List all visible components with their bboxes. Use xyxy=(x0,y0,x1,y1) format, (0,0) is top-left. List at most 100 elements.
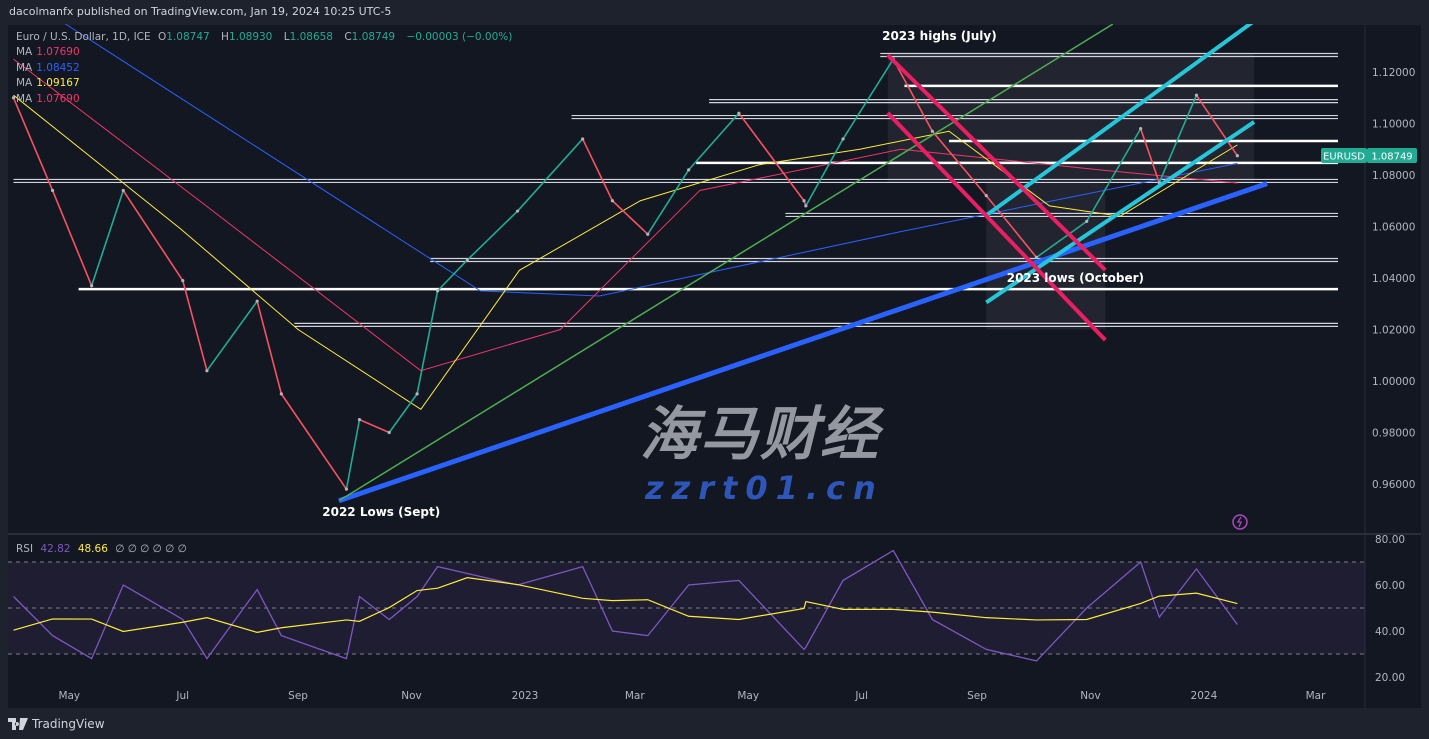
price-point xyxy=(687,168,691,172)
price-point xyxy=(646,232,650,236)
close-label: C xyxy=(344,31,352,43)
price-tick-label: 1.08000 xyxy=(1372,170,1415,182)
price-axis[interactable]: 1.12000 1.10000 1.08000 1.06000 1.04000 1.020… xyxy=(1372,67,1415,491)
price-segment xyxy=(1158,94,1198,184)
symbol-legend[interactable]: Euro / U.S. Dollar, 1D, ICE O1.08747 H1.… xyxy=(16,31,516,43)
rsi-tick-label: 80.00 xyxy=(1375,534,1405,546)
price-point xyxy=(610,199,615,203)
time-tick-label: 2024 xyxy=(1191,690,1218,702)
low-label: L xyxy=(283,31,290,43)
time-axis[interactable]: May Jul Sep Nov 2023 Mar May Jul Sep Nov 2024 Mar xyxy=(58,690,1326,702)
trendline xyxy=(886,111,1107,342)
rsi-line xyxy=(13,549,1238,662)
price-tick-label: 1.10000 xyxy=(1372,119,1415,131)
rsi-value: 42.82 xyxy=(40,543,71,555)
price-segment xyxy=(1139,128,1161,183)
price-tag: EURUSD 1.08749 xyxy=(1321,148,1417,163)
ma-legend-item[interactable]: MA 1.07690 xyxy=(16,46,84,58)
price-point xyxy=(515,209,520,213)
price-segment xyxy=(256,300,283,395)
open-label: O xyxy=(158,31,167,43)
price-segment xyxy=(611,200,649,235)
price-segment xyxy=(931,130,987,197)
ma-legend-item[interactable]: MA 1.09167 xyxy=(16,77,84,89)
trendline xyxy=(985,120,1256,305)
time-tick-label: Sep xyxy=(288,690,308,702)
time-tick-label: May xyxy=(58,690,80,702)
moving-average-line xyxy=(13,94,1238,411)
annotations: 2023 highs (July) 2023 lows (October) 2022… xyxy=(322,29,1144,519)
symbol-name: Euro / U.S. Dollar, 1D, ICE xyxy=(16,31,151,43)
change-value: −0.00003 (−0.00%) xyxy=(406,31,513,43)
price-point xyxy=(465,258,469,262)
rsi-label: RSI xyxy=(16,543,34,555)
price-segment xyxy=(122,190,184,282)
rsi-ma-line xyxy=(13,577,1238,633)
rsi-extras: ∅ ∅ ∅ ∅ ∅ ∅ xyxy=(115,543,187,555)
price-point xyxy=(802,199,806,203)
price-segment xyxy=(437,259,468,292)
price-point xyxy=(415,392,419,396)
price-segment xyxy=(647,169,690,235)
price-point xyxy=(357,418,362,422)
ma-legend-item[interactable]: MA 1.08452 xyxy=(16,62,84,74)
ma-legend-item[interactable]: MA 1.07690 xyxy=(16,93,84,105)
time-tick-label: 2023 xyxy=(512,690,539,702)
price-segment xyxy=(985,195,1038,258)
price-point xyxy=(205,369,209,373)
tradingview-brand: TradingView xyxy=(32,717,105,731)
ma-label: MA xyxy=(16,46,33,58)
price-point xyxy=(1194,93,1199,97)
annotation-label: 2022 Lows (Sept) xyxy=(322,505,440,519)
price-point xyxy=(804,204,808,208)
price-tick-label: 1.00000 xyxy=(1372,376,1415,388)
price-point xyxy=(984,194,988,198)
price-tag-value: 1.08749 xyxy=(1371,152,1412,163)
rsi-pane: 80.00 60.00 40.00 20.00 xyxy=(8,534,1405,684)
price-point xyxy=(1235,154,1239,158)
moving-average-line xyxy=(59,20,1238,297)
high-label: H xyxy=(221,31,229,43)
price-segment xyxy=(51,190,93,287)
open-value: 1.08747 xyxy=(166,31,210,43)
price-point xyxy=(435,289,440,293)
price-point xyxy=(121,188,125,193)
trendlines[interactable] xyxy=(338,19,1268,504)
time-tick-label: Mar xyxy=(625,690,645,702)
rsi-legend[interactable]: RSI 42.82 48.66 ∅ ∅ ∅ ∅ ∅ ∅ xyxy=(16,543,191,555)
price-segment xyxy=(359,418,390,434)
rsi-tick-label: 60.00 xyxy=(1375,580,1405,592)
price-point xyxy=(11,96,16,100)
price-segment xyxy=(581,138,614,202)
tradingview-icon xyxy=(8,718,28,730)
price-tag-value-bg xyxy=(1367,148,1417,163)
price-point xyxy=(50,188,55,193)
publish-info: dacolmanfx published on TradingView.com,… xyxy=(0,0,1429,24)
ma-label: MA xyxy=(16,77,33,89)
price-segment xyxy=(12,97,54,191)
ma-label: MA xyxy=(16,92,33,105)
ma-value: 1.09167 xyxy=(36,77,80,89)
price-point xyxy=(581,137,585,141)
ma-value: 1.07690 xyxy=(36,46,80,58)
price-segment xyxy=(1086,128,1142,222)
time-tick-label: Mar xyxy=(1306,690,1326,702)
tradingview-logo[interactable]: TradingView xyxy=(8,713,105,735)
price-segment xyxy=(516,138,584,212)
time-tick-label: May xyxy=(737,690,759,702)
price-point xyxy=(1139,127,1143,131)
time-tick-label: Nov xyxy=(1080,690,1101,702)
price-point xyxy=(387,430,391,435)
lightning-icon[interactable] xyxy=(1232,514,1248,530)
price-tick-label: 1.12000 xyxy=(1372,67,1415,79)
rsi-ma-value: 48.66 xyxy=(77,543,108,555)
time-tick-label: Sep xyxy=(967,690,987,702)
price-tick-label: 0.98000 xyxy=(1372,428,1415,440)
horizontal-levels[interactable] xyxy=(13,52,1339,327)
annotation-label: 2023 highs (July) xyxy=(882,29,997,43)
price-point xyxy=(841,137,845,141)
price-tag-symbol: EURUSD xyxy=(1323,152,1365,163)
price-point xyxy=(90,284,94,288)
trendline xyxy=(338,181,1268,504)
